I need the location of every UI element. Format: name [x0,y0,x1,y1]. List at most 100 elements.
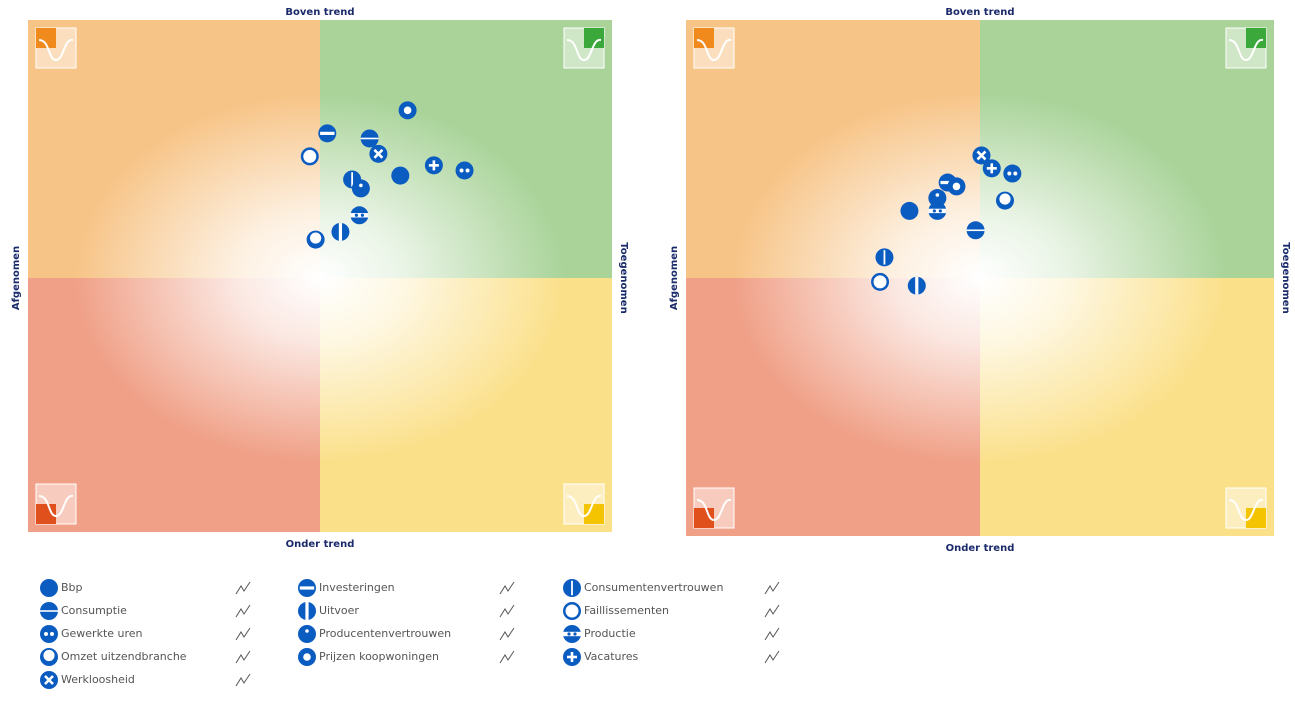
left-label: Afgenomen [11,246,22,310]
indicator-point [455,161,474,180]
marker-body [455,161,474,180]
trend-icon [235,604,251,618]
legend-item: Uitvoer [298,602,515,620]
trend-icon [235,673,251,687]
legend-item: Bbp [40,579,251,597]
marker-detail [1013,171,1018,176]
legend-label: Bbp [61,581,83,594]
indicator-point [928,201,947,220]
quadrant-icon [35,27,77,69]
icon-curve [1228,38,1264,62]
trend-icon [235,650,251,664]
icon-curve [1228,498,1264,522]
indicator-point [871,272,890,291]
marker-detail [573,632,577,636]
icon-fill [584,504,604,524]
quadrant-icon [693,27,735,69]
legend-label: Productie [584,627,636,640]
indicator-point [350,206,369,225]
trend-icon [499,627,515,641]
indicator-point [318,124,337,143]
marker-detail [1007,171,1012,176]
quadrant-icon [35,483,77,525]
indicator-point [995,191,1014,210]
marker-detail [360,137,379,140]
legend-label: Consumentenvertrouwen [584,581,723,594]
trend-icon [499,581,515,595]
marker-detail [373,148,384,159]
quadrant-icon [563,27,605,69]
legend-item: Faillissementen [563,602,780,620]
marker-detail [338,222,343,241]
legend-label: Omzet uitzendbranche [61,650,187,663]
marker-detail [465,168,470,173]
marker-detail [43,649,55,662]
indicator-point [928,189,947,208]
marker-detail [883,250,886,265]
indicator-point [331,222,350,241]
marker-detail [928,208,947,214]
marker-detail [360,213,365,217]
icon-fill [584,28,604,48]
marker-detail [565,604,579,618]
marker-detail [563,631,581,637]
icon-fill [694,508,714,528]
left-label: Afgenomen [669,246,680,310]
legend-label: Werkloosheid [61,673,135,686]
icon-fill [1246,508,1266,528]
indicator-point [306,230,325,249]
icon-curve [38,494,74,518]
trend-icon [764,650,780,664]
icon-fill [1246,28,1266,48]
legend-item: Producentenvertrouwen [298,625,515,643]
marker-detail [299,586,315,590]
marker-body [928,189,947,208]
marker-detail [459,168,464,173]
marker-detail [915,276,919,295]
indicator-point [947,177,966,196]
marker-detail [40,610,58,612]
marker-detail [567,632,571,636]
marker-body [40,625,58,643]
center-glow [733,92,1227,464]
marker-detail [359,183,363,188]
marker-detail [932,209,936,213]
legend-item: Gewerkte uren [40,625,251,643]
legend-item: Consumptie [40,602,251,620]
legend-label: Prijzen koopwoningen [319,650,439,663]
indicator-point [360,129,379,148]
trend-icon [764,604,780,618]
bottom-label: Onder trend [946,543,1015,554]
marker-detail [976,150,987,161]
indicator-point [398,101,417,120]
marker-body [40,579,58,597]
legend-label: Faillissementen [584,604,669,617]
indicator-point [369,144,388,163]
icon-fill [694,28,714,48]
legend-item: Werkloosheid [40,671,251,689]
legend-label: Gewerkte uren [61,627,143,640]
trend-icon [764,627,780,641]
indicator-point [391,166,410,185]
quadrant-icon [563,483,605,525]
indicator-point [972,146,991,165]
marker-detail [320,131,335,135]
legend-item: Prijzen koopwoningen [298,648,515,666]
marker-detail [44,632,48,636]
icon-curve [566,38,602,62]
indicator-point [875,248,894,267]
indicator-point [900,201,919,220]
marker-detail [44,675,54,685]
marker-body [351,179,370,198]
center-glow [74,93,566,463]
indicator-point [1003,164,1022,183]
marker-detail [935,193,940,197]
marker-detail [570,652,574,662]
icon-fill [36,28,56,48]
quadrant-icon [1225,27,1267,69]
marker-detail [303,149,317,163]
marker-detail [50,632,54,636]
marker-detail [354,213,359,217]
